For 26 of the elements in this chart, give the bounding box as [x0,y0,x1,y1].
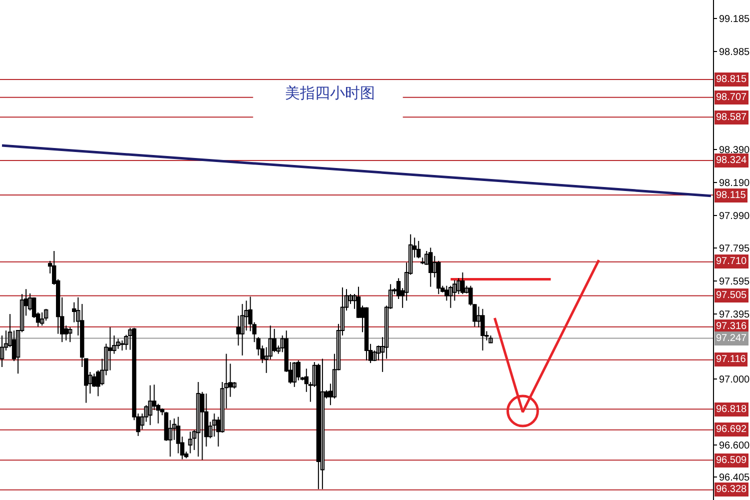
ref-line-label: 97.316 [716,321,748,332]
ref-line-label: 96.328 [716,484,748,495]
y-tick-label: 97.990 [719,211,750,222]
ref-line-label: 97.116 [716,354,746,365]
y-tick-label: 97.000 [719,374,750,386]
ref-line-label: 98.115 [716,190,746,201]
ref-line-label: 97.505 [716,290,748,301]
y-tick-label: 97.795 [719,243,750,254]
ref-line-label: 97.247 [716,333,748,344]
y-tick-label: 96.405 [719,472,750,484]
ref-line-label: 98.324 [716,155,748,166]
y-tick-label: 98.390 [719,145,750,156]
y-tick-label: 97.395 [719,309,750,320]
y-tick-label: 98.985 [719,46,750,58]
ref-line-label: 96.509 [716,455,748,466]
ref-line-label: 96.818 [716,404,748,415]
ref-line-label: 97.710 [716,256,748,267]
y-tick-label: 96.600 [719,440,750,452]
y-tick-label: 98.190 [719,178,750,190]
ref-line-label: 98.815 [716,74,748,85]
ref-line-label: 98.707 [716,92,748,103]
ref-line-label: 98.587 [716,112,748,123]
y-tick-label: 97.595 [719,276,750,288]
y-tick-label: 99.185 [719,14,750,25]
text: 美指四小时图 [285,84,375,102]
ref-line-label: 96.692 [716,424,748,435]
